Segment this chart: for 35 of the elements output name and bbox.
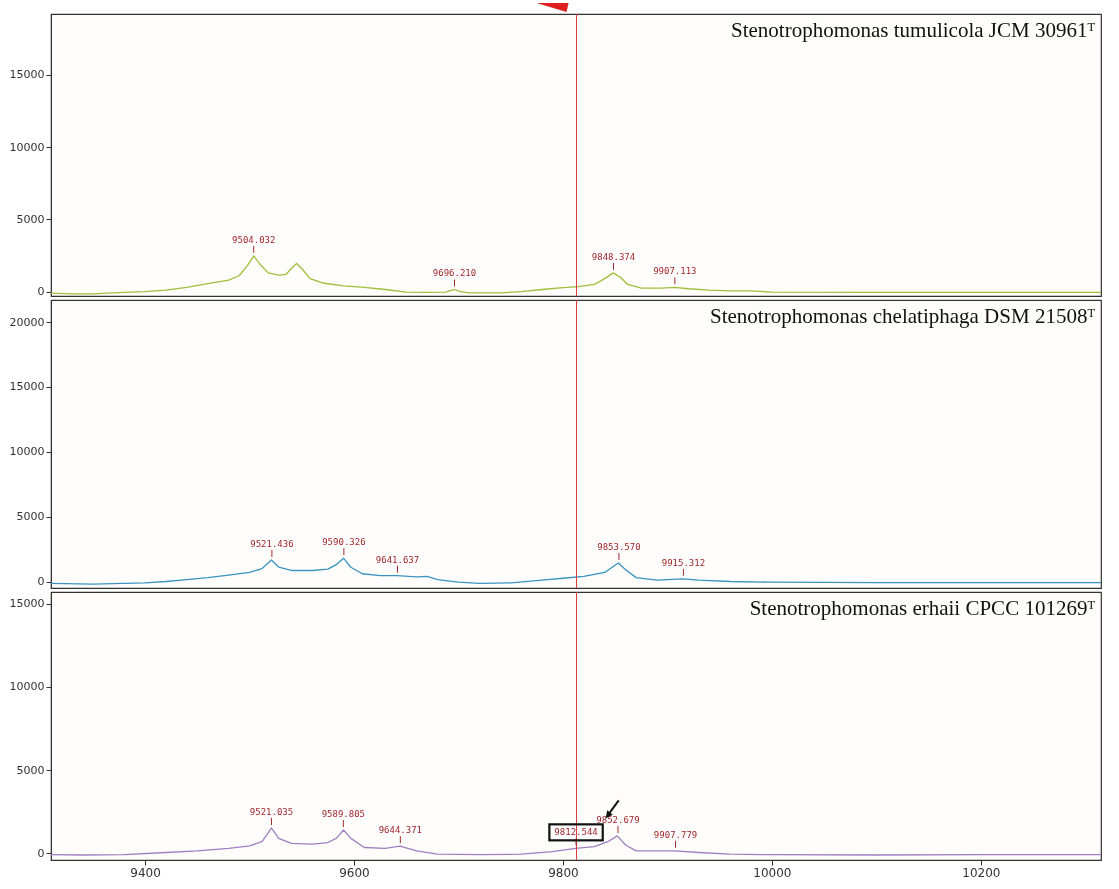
annotation: 9848.374 xyxy=(591,251,636,262)
annotation: 9589.805 xyxy=(321,809,366,820)
annotation: 9852.679 xyxy=(596,814,640,825)
y-tick-label: 0 xyxy=(37,846,45,860)
annotation: 9907.113 xyxy=(653,266,697,277)
annotation: 9521.035 xyxy=(249,807,294,818)
chart-title: Stenotrophomonas tumulicola JCM 30961ᵀ xyxy=(730,18,1096,42)
y-tick-label: 15000 xyxy=(9,597,45,611)
y-tick-label: 0 xyxy=(37,575,45,589)
x-tick-label: 9600 xyxy=(339,865,370,880)
y-tick-label: 10000 xyxy=(9,680,45,694)
annotation: 9504.032 xyxy=(232,234,276,245)
annotation: 9590.326 xyxy=(322,537,366,548)
x-tick-label: 10200 xyxy=(962,865,1001,880)
x-tick-label: 9800 xyxy=(548,865,579,880)
annotation: 9521.436 xyxy=(250,538,294,549)
y-tick-label: 5000 xyxy=(16,763,45,777)
y-tick-label: 20000 xyxy=(9,315,45,329)
annotation: 9644.371 xyxy=(378,825,423,836)
annotation: 9853.570 xyxy=(597,541,641,552)
y-tick-label: 5000 xyxy=(16,510,45,524)
annotation: 9915.312 xyxy=(661,557,706,568)
y-tick-label: 10000 xyxy=(9,140,45,154)
y-tick-label: 15000 xyxy=(9,68,45,82)
y-tick-label: 10000 xyxy=(9,445,45,459)
x-tick-label: 9400 xyxy=(130,865,161,880)
x-tick-label: 10000 xyxy=(753,865,792,880)
annotation: 9907.779 xyxy=(653,829,698,840)
y-tick-label: 0 xyxy=(37,285,45,299)
y-tick-label: 5000 xyxy=(16,212,45,226)
chart-title: Stenotrophomonas chelatiphaga DSM 21508ᵀ xyxy=(710,304,1096,328)
annotation: 9641.637 xyxy=(375,554,420,565)
y-tick-label: 15000 xyxy=(9,380,45,394)
chart-title: Stenotrophomonas erhaii CPCC 101269ᵀ xyxy=(749,596,1096,620)
annotation: 9696.210 xyxy=(432,268,477,279)
